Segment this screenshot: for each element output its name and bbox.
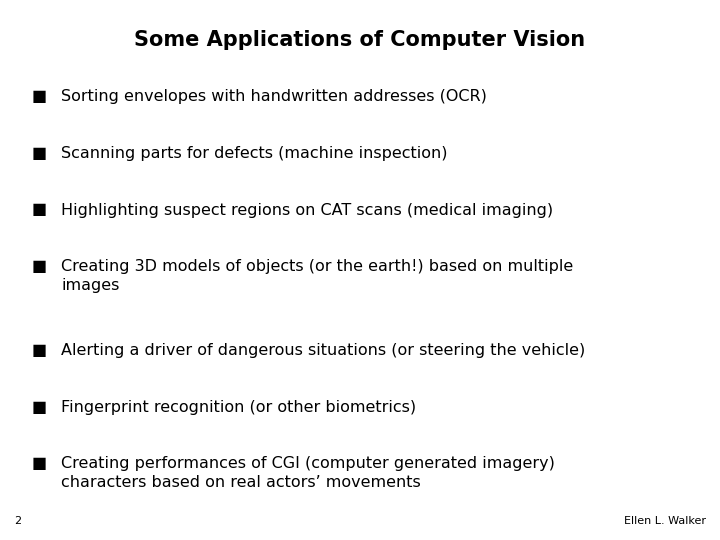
Text: Some Applications of Computer Vision: Some Applications of Computer Vision (135, 30, 585, 50)
Text: Highlighting suspect regions on CAT scans (medical imaging): Highlighting suspect regions on CAT scan… (61, 202, 554, 218)
Text: ■: ■ (32, 343, 48, 358)
Text: Sorting envelopes with handwritten addresses (OCR): Sorting envelopes with handwritten addre… (61, 89, 487, 104)
Text: 2: 2 (14, 516, 22, 526)
Text: Alerting a driver of dangerous situations (or steering the vehicle): Alerting a driver of dangerous situation… (61, 343, 585, 358)
Text: ■: ■ (32, 89, 48, 104)
Text: ■: ■ (32, 259, 48, 274)
Text: Ellen L. Walker: Ellen L. Walker (624, 516, 706, 526)
Text: Fingerprint recognition (or other biometrics): Fingerprint recognition (or other biomet… (61, 400, 416, 415)
Text: Creating 3D models of objects (or the earth!) based on multiple
images: Creating 3D models of objects (or the ea… (61, 259, 573, 293)
Text: ■: ■ (32, 456, 48, 471)
Text: Creating performances of CGI (computer generated imagery)
characters based on re: Creating performances of CGI (computer g… (61, 456, 555, 490)
Text: Scanning parts for defects (machine inspection): Scanning parts for defects (machine insp… (61, 146, 448, 161)
Text: ■: ■ (32, 202, 48, 218)
Text: ■: ■ (32, 146, 48, 161)
Text: ■: ■ (32, 400, 48, 415)
